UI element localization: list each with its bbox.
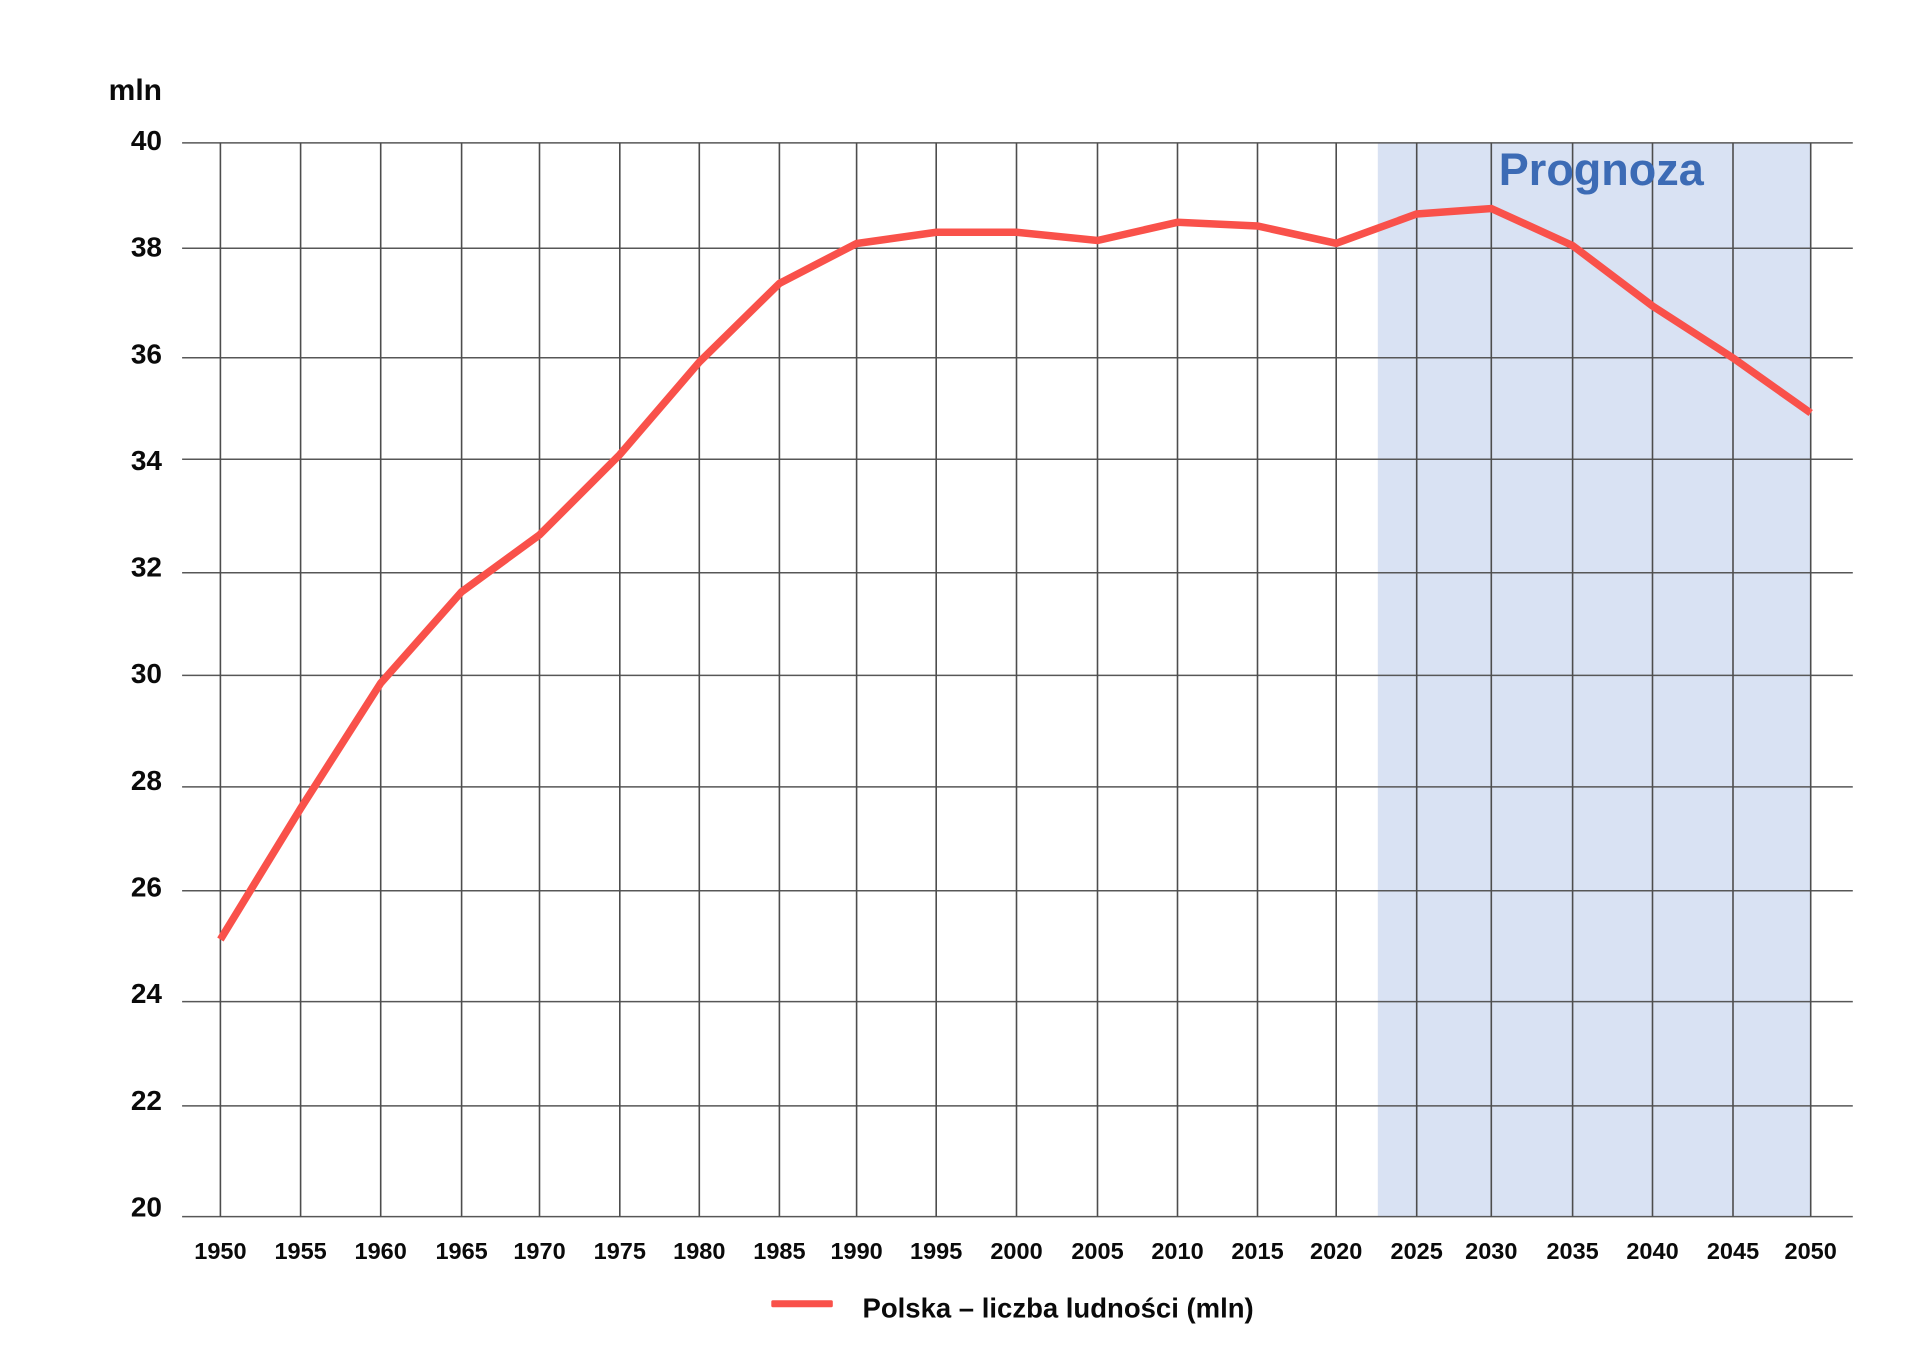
svg-text:1985: 1985 [753,1238,805,1264]
svg-text:2030: 2030 [1465,1238,1517,1264]
svg-text:2020: 2020 [1310,1238,1362,1264]
svg-text:1955: 1955 [274,1238,326,1264]
svg-text:2005: 2005 [1071,1238,1123,1264]
svg-text:2050: 2050 [1785,1238,1837,1264]
svg-text:30: 30 [131,658,162,689]
svg-text:22: 22 [131,1085,162,1116]
svg-text:2015: 2015 [1231,1238,1283,1264]
svg-text:2000: 2000 [990,1238,1042,1264]
svg-text:40: 40 [131,125,162,156]
svg-text:34: 34 [131,445,163,476]
svg-text:20: 20 [131,1191,162,1222]
svg-text:2040: 2040 [1626,1238,1678,1264]
svg-text:38: 38 [131,232,162,263]
svg-text:Prognoza: Prognoza [1499,144,1705,195]
svg-text:1965: 1965 [435,1238,487,1264]
svg-text:1990: 1990 [830,1238,882,1264]
svg-text:28: 28 [131,765,162,796]
svg-text:26: 26 [131,872,162,903]
svg-text:2045: 2045 [1707,1238,1759,1264]
svg-text:2025: 2025 [1391,1238,1443,1264]
svg-text:1970: 1970 [513,1238,565,1264]
svg-text:mln: mln [109,74,162,107]
svg-text:1975: 1975 [594,1238,646,1264]
svg-text:24: 24 [131,978,163,1009]
svg-text:1950: 1950 [194,1238,246,1264]
svg-text:1960: 1960 [355,1238,407,1264]
svg-text:32: 32 [131,552,162,583]
svg-text:1995: 1995 [910,1238,962,1264]
svg-text:1980: 1980 [673,1238,725,1264]
svg-text:36: 36 [131,338,162,369]
svg-text:2035: 2035 [1546,1238,1598,1264]
svg-text:Polska – liczba ludności (mln): Polska – liczba ludności (mln) [863,1293,1254,1324]
svg-text:2010: 2010 [1151,1238,1203,1264]
